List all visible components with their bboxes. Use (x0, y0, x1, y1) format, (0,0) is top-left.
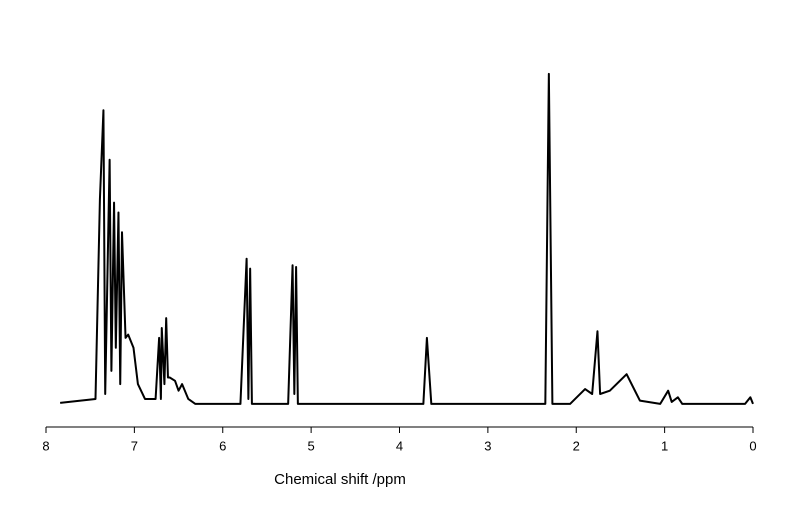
x-tick-label: 3 (484, 438, 491, 453)
x-tick-label: 8 (42, 438, 49, 453)
x-tick-label: 4 (396, 438, 403, 453)
spectrum-line (60, 72, 754, 405)
x-tick-label: 6 (219, 438, 226, 453)
x-tick-label: 2 (573, 438, 580, 453)
x-axis-label: Chemical shift /ppm (274, 471, 406, 488)
x-tick-label: 0 (749, 438, 756, 453)
x-tick-label: 1 (661, 438, 668, 453)
x-tick-label: 5 (308, 438, 315, 453)
x-tick-label: 7 (131, 438, 138, 453)
